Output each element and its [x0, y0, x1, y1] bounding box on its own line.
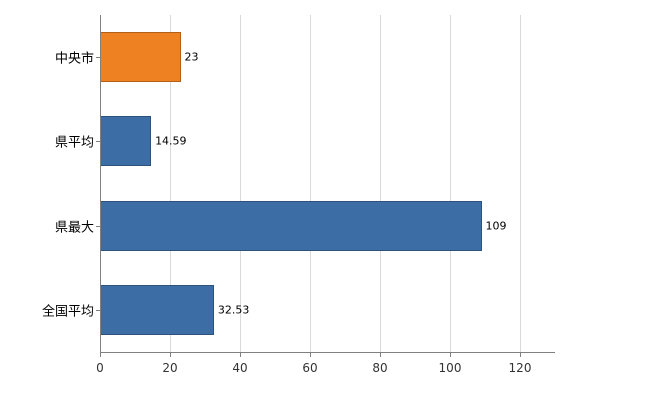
- gridline-x-100: [450, 15, 451, 352]
- category-label-1: 県平均: [54, 135, 94, 151]
- gridline-x-40: [240, 15, 241, 352]
- bar-0: [100, 32, 181, 83]
- x-axis-tick-20: [170, 353, 171, 357]
- category-label-3: 全国平均: [41, 304, 94, 320]
- x-axis-tick-120: [520, 353, 521, 357]
- x-axis-line: [100, 352, 555, 353]
- bar-value-label-3: 32.53: [217, 303, 250, 317]
- gridline-x-80: [380, 15, 381, 352]
- x-tick-label-80: 80: [372, 361, 388, 375]
- x-tick-label-0: 0: [96, 361, 104, 375]
- x-tick-label-100: 100: [438, 361, 462, 375]
- gridline-x-120: [520, 15, 521, 352]
- x-tick-label-60: 60: [302, 361, 318, 375]
- y-axis-tick-1: [96, 141, 100, 143]
- x-tick-label-20: 20: [162, 361, 178, 375]
- bar-value-label-1: 14.59: [155, 134, 187, 148]
- category-label-2: 県最大: [54, 220, 94, 236]
- bar-2: [100, 200, 482, 251]
- y-axis-tick-0: [96, 57, 100, 59]
- x-axis-tick-40: [240, 353, 241, 357]
- x-axis-tick-100: [450, 353, 451, 357]
- x-tick-label-40: 40: [232, 361, 248, 375]
- x-axis-tick-0: [100, 353, 101, 357]
- y-axis-line: [100, 15, 101, 352]
- plot-area: 23 14.59 109 32.53: [100, 15, 555, 352]
- x-axis-tick-60: [310, 353, 311, 357]
- y-axis-tick-3: [96, 309, 100, 311]
- bar-value-label-0: 23: [184, 50, 199, 64]
- x-axis-tick-80: [380, 353, 381, 357]
- bar-value-label-2: 109: [485, 219, 507, 233]
- x-tick-label-120: 120: [508, 361, 532, 375]
- gridline-x-60: [310, 15, 311, 352]
- bar-1: [100, 116, 152, 167]
- y-axis-tick-2: [96, 225, 100, 227]
- category-label-0: 中央市: [54, 51, 94, 67]
- bar-3: [100, 284, 214, 335]
- gridline-x-20: [170, 15, 171, 352]
